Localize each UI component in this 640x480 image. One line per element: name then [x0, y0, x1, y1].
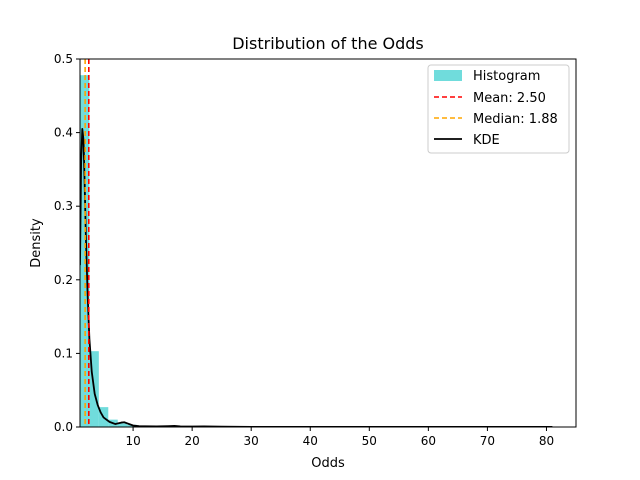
x-tick-label: 70	[480, 434, 495, 448]
x-tick-label: 60	[421, 434, 436, 448]
x-tick-label: 30	[244, 434, 259, 448]
legend-box	[427, 64, 570, 154]
y-tick-label: 0.3	[54, 199, 73, 213]
legend: Histogram Mean: 2.50 Median: 1.88 KDE	[427, 64, 570, 154]
x-tick-label: 10	[125, 434, 140, 448]
x-tick-label: 40	[303, 434, 318, 448]
legend-label-kde: KDE	[473, 133, 500, 148]
x-tick-label: 20	[185, 434, 200, 448]
legend-label-median: Median: 1.88	[473, 112, 558, 127]
x-axis-label: Odds	[311, 456, 345, 471]
x-tick-label: 80	[539, 434, 554, 448]
y-tick-label: 0.4	[54, 126, 73, 140]
legend-label-mean: Mean: 2.50	[473, 91, 546, 106]
x-tick-label: 50	[362, 434, 377, 448]
y-tick-label: 0.0	[54, 420, 73, 434]
y-tick-label: 0.2	[54, 273, 73, 287]
plot-area: 10 20 30 40 50 60 70 80 0.0 0.1 0.2 0.3 0.4 0.5	[54, 52, 577, 448]
chart-title: Distribution of the Odds	[232, 34, 424, 53]
legend-label-histogram: Histogram	[473, 69, 540, 84]
histogram-bar	[117, 423, 128, 427]
legend-swatch-histogram	[434, 70, 462, 81]
y-tick-label: 0.1	[54, 346, 73, 360]
y-tick-label: 0.5	[54, 52, 73, 66]
axes-frame	[79, 58, 577, 428]
y-axis-label: Density	[29, 218, 44, 268]
